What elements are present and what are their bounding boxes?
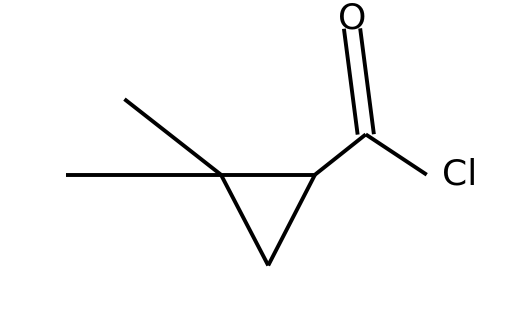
Text: O: O xyxy=(338,1,366,36)
Text: Cl: Cl xyxy=(442,158,477,192)
